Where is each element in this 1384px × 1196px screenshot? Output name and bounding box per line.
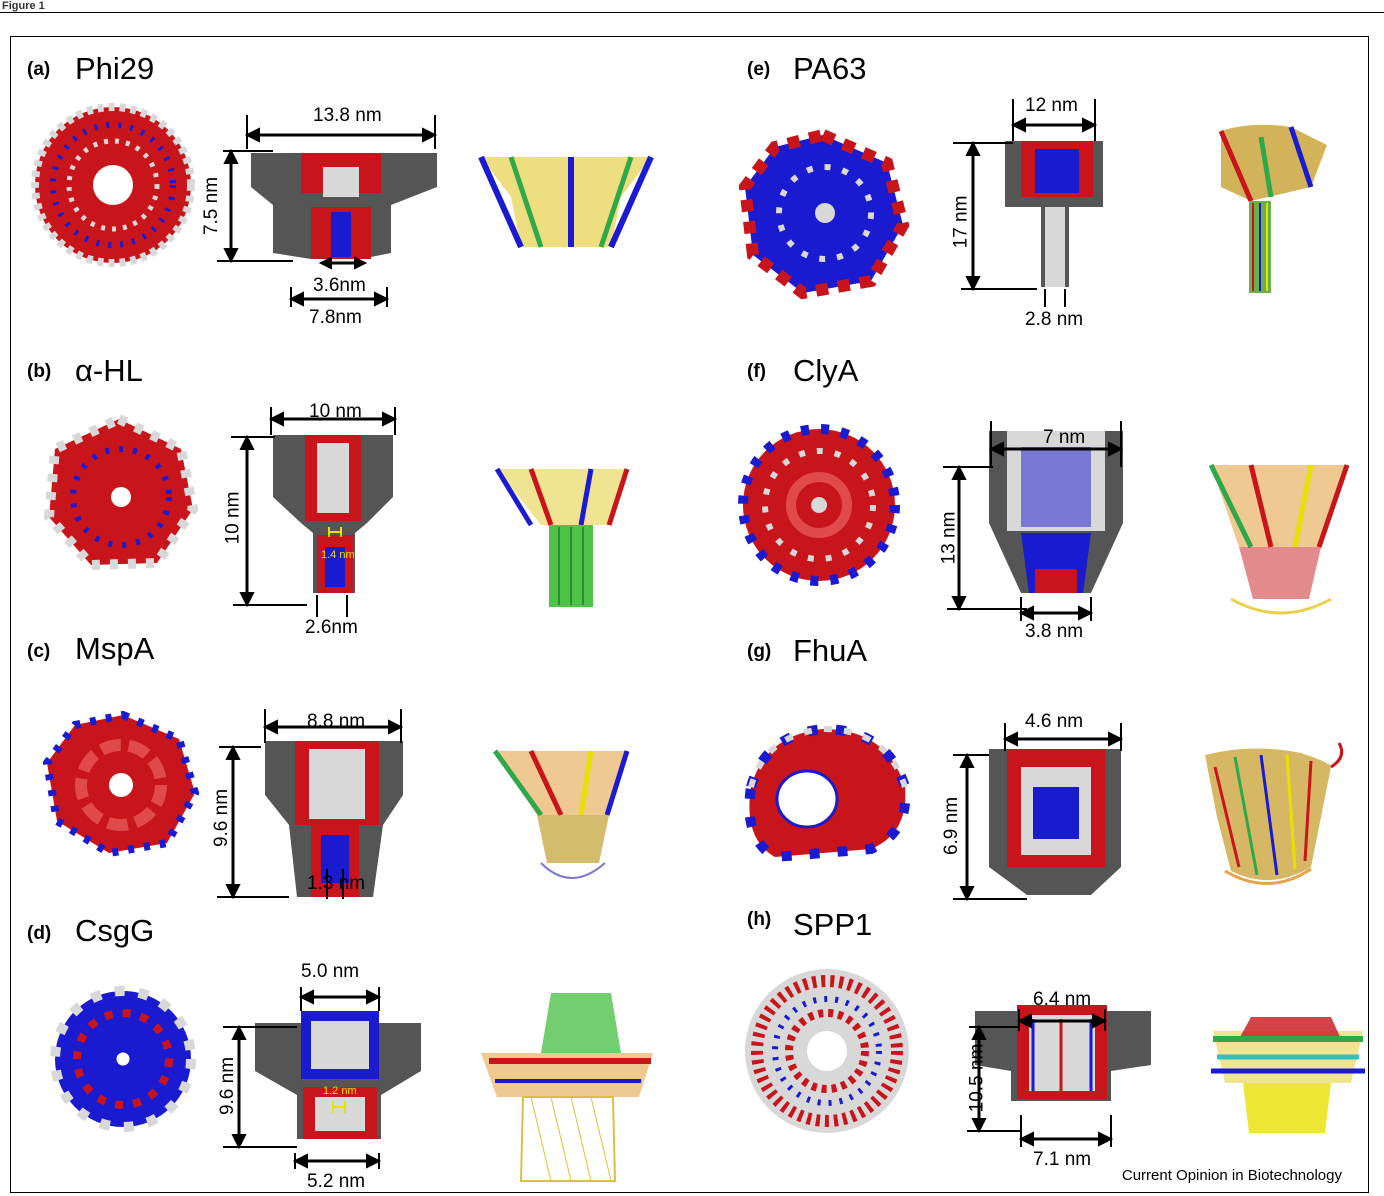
panel-d-dim-height: 9.6 nm [217, 1056, 239, 1116]
panel-a-title: Phi29 [75, 51, 155, 86]
fhua-cross-section [989, 749, 1121, 895]
panel-b-dim-base: 2.6nm [305, 617, 358, 638]
mspa-cross-section [265, 741, 403, 897]
clya-cross-section [989, 431, 1123, 593]
panel-b-dim-width: 10 nm [309, 401, 362, 422]
panel-b-dim-height: 10 nm [222, 491, 244, 545]
panel-d-dim-top: 5.0 nm [301, 961, 360, 982]
mspa-dimension-lines [217, 709, 404, 900]
fhua-dimension-lines [953, 723, 1124, 902]
panel-d-dim-base: 5.2 nm [307, 1171, 366, 1192]
panel-a-dim-pore: 3.6nm [313, 275, 366, 296]
panel-g-dim-height: 6.9 nm [941, 796, 963, 856]
panel-c-label: (c) [27, 641, 51, 662]
ahl-constriction-marker [328, 527, 342, 537]
csgg-dimension-lines [223, 987, 382, 1169]
panel-b: (b) α-HL [11, 337, 691, 638]
panel-a-dim-base: 7.8nm [309, 307, 362, 328]
panel-c-dim-constriction: 1.3 nm [307, 873, 366, 894]
panel-a-graphics [31, 103, 654, 307]
panel-f-dim-height: 13 nm [938, 511, 960, 565]
panel-c-dim-height: 9.6 nm [211, 788, 233, 848]
panel-c-graphics [42, 709, 630, 900]
pa63-cross-section [1005, 141, 1103, 287]
csgg-cross-section [255, 1011, 421, 1139]
panel-f-title: ClyA [793, 353, 859, 388]
panel-f-dim-width: 7 nm [1043, 427, 1086, 448]
panel-a-dim-width: 13.8 nm [313, 105, 382, 126]
panel-d: (d) CsgG [11, 901, 691, 1192]
panel-d-label: (d) [27, 923, 52, 944]
panel-e-dim-height: 17 nm [950, 195, 972, 249]
panel-h-dim-base: 7.1 nm [1033, 1149, 1092, 1170]
panel-e-label: (e) [747, 59, 771, 80]
fhua-top-view [744, 723, 911, 863]
mspa-top-view [42, 710, 200, 858]
figure-label: Figure 1 [2, 0, 45, 12]
panel-b-label: (b) [27, 361, 52, 382]
fhua-ribbon [1205, 742, 1344, 885]
panel-f-label: (f) [747, 361, 766, 382]
panel-e-dim-width: 12 nm [1025, 95, 1078, 116]
clya-top-view [738, 424, 900, 586]
ahl-top-view [43, 413, 199, 571]
csgg-top-view [50, 986, 196, 1132]
phi29-top-view [31, 103, 195, 267]
spp1-cross-section [975, 1005, 1151, 1101]
panel-g-graphics [744, 723, 1344, 902]
panel-d-dim-constriction: 1.2 nm [323, 1085, 357, 1097]
panel-g-dim-width: 4.6 nm [1025, 711, 1084, 732]
panel-e-dim-constriction: 2.8 nm [1025, 309, 1084, 330]
panel-h: (h) SPP1 [691, 901, 1371, 1191]
panel-a: (a) Phi29 [11, 37, 691, 328]
panel-h-label: (h) [747, 909, 772, 930]
spp1-dimension-lines [967, 1009, 1114, 1147]
panel-h-dim-height: 10.5 nm [966, 1043, 988, 1113]
panel-e-title: PA63 [793, 51, 867, 86]
panel-h-graphics [745, 969, 1365, 1147]
panel-d-graphics [50, 986, 653, 1182]
csgg-ribbon [481, 993, 653, 1182]
pa63-top-view [738, 128, 910, 300]
panel-a-label: (a) [27, 59, 51, 80]
pa63-dimension-lines [953, 99, 1098, 307]
panel-b-graphics [43, 407, 630, 617]
panel-f-graphics [738, 421, 1350, 621]
spp1-ribbon [1211, 1017, 1365, 1133]
pa63-ribbon [1218, 124, 1327, 293]
panel-g-title: FhuA [793, 633, 868, 668]
phi29-ribbon [478, 155, 654, 249]
phi29-cross-section [251, 153, 437, 259]
panel-a-dim-height: 7.5 nm [201, 176, 223, 236]
panel-c: (c) MspA [11, 617, 691, 907]
clya-dimension-lines [943, 421, 1124, 621]
panel-g-label: (g) [747, 641, 772, 662]
figure-frame: (a) Phi29 [10, 36, 1369, 1193]
panel-c-title: MspA [75, 631, 155, 666]
clya-ribbon [1208, 463, 1350, 615]
panel-d-title: CsgG [75, 913, 155, 948]
phi29-dimension-lines [217, 115, 438, 307]
panel-h-title: SPP1 [793, 907, 873, 942]
panel-b-dim-constriction: 1.4 nm [321, 549, 355, 561]
mspa-ribbon [492, 749, 630, 879]
panel-h-dim-top: 6.4 nm [1033, 989, 1092, 1010]
ahl-cross-section [273, 435, 393, 593]
panel-c-dim-width: 8.8 nm [307, 711, 366, 732]
csgg-constriction-marker [332, 1101, 346, 1113]
panel-g: (g) FhuA [691, 617, 1371, 907]
panel-e-graphics [738, 99, 1327, 307]
ahl-ribbon [494, 467, 630, 607]
spp1-top-view [745, 969, 909, 1133]
journal-credit: Current Opinion in Biotechnology [1121, 1167, 1342, 1184]
panel-b-title: α-HL [75, 353, 143, 388]
page-top-rule [0, 12, 1384, 13]
panel-f: (f) ClyA [691, 337, 1371, 642]
ahl-dimension-lines [231, 407, 398, 617]
panel-e: (e) PA63 [691, 37, 1371, 330]
panel-f-dim-constriction: 3.8 nm [1025, 621, 1084, 642]
